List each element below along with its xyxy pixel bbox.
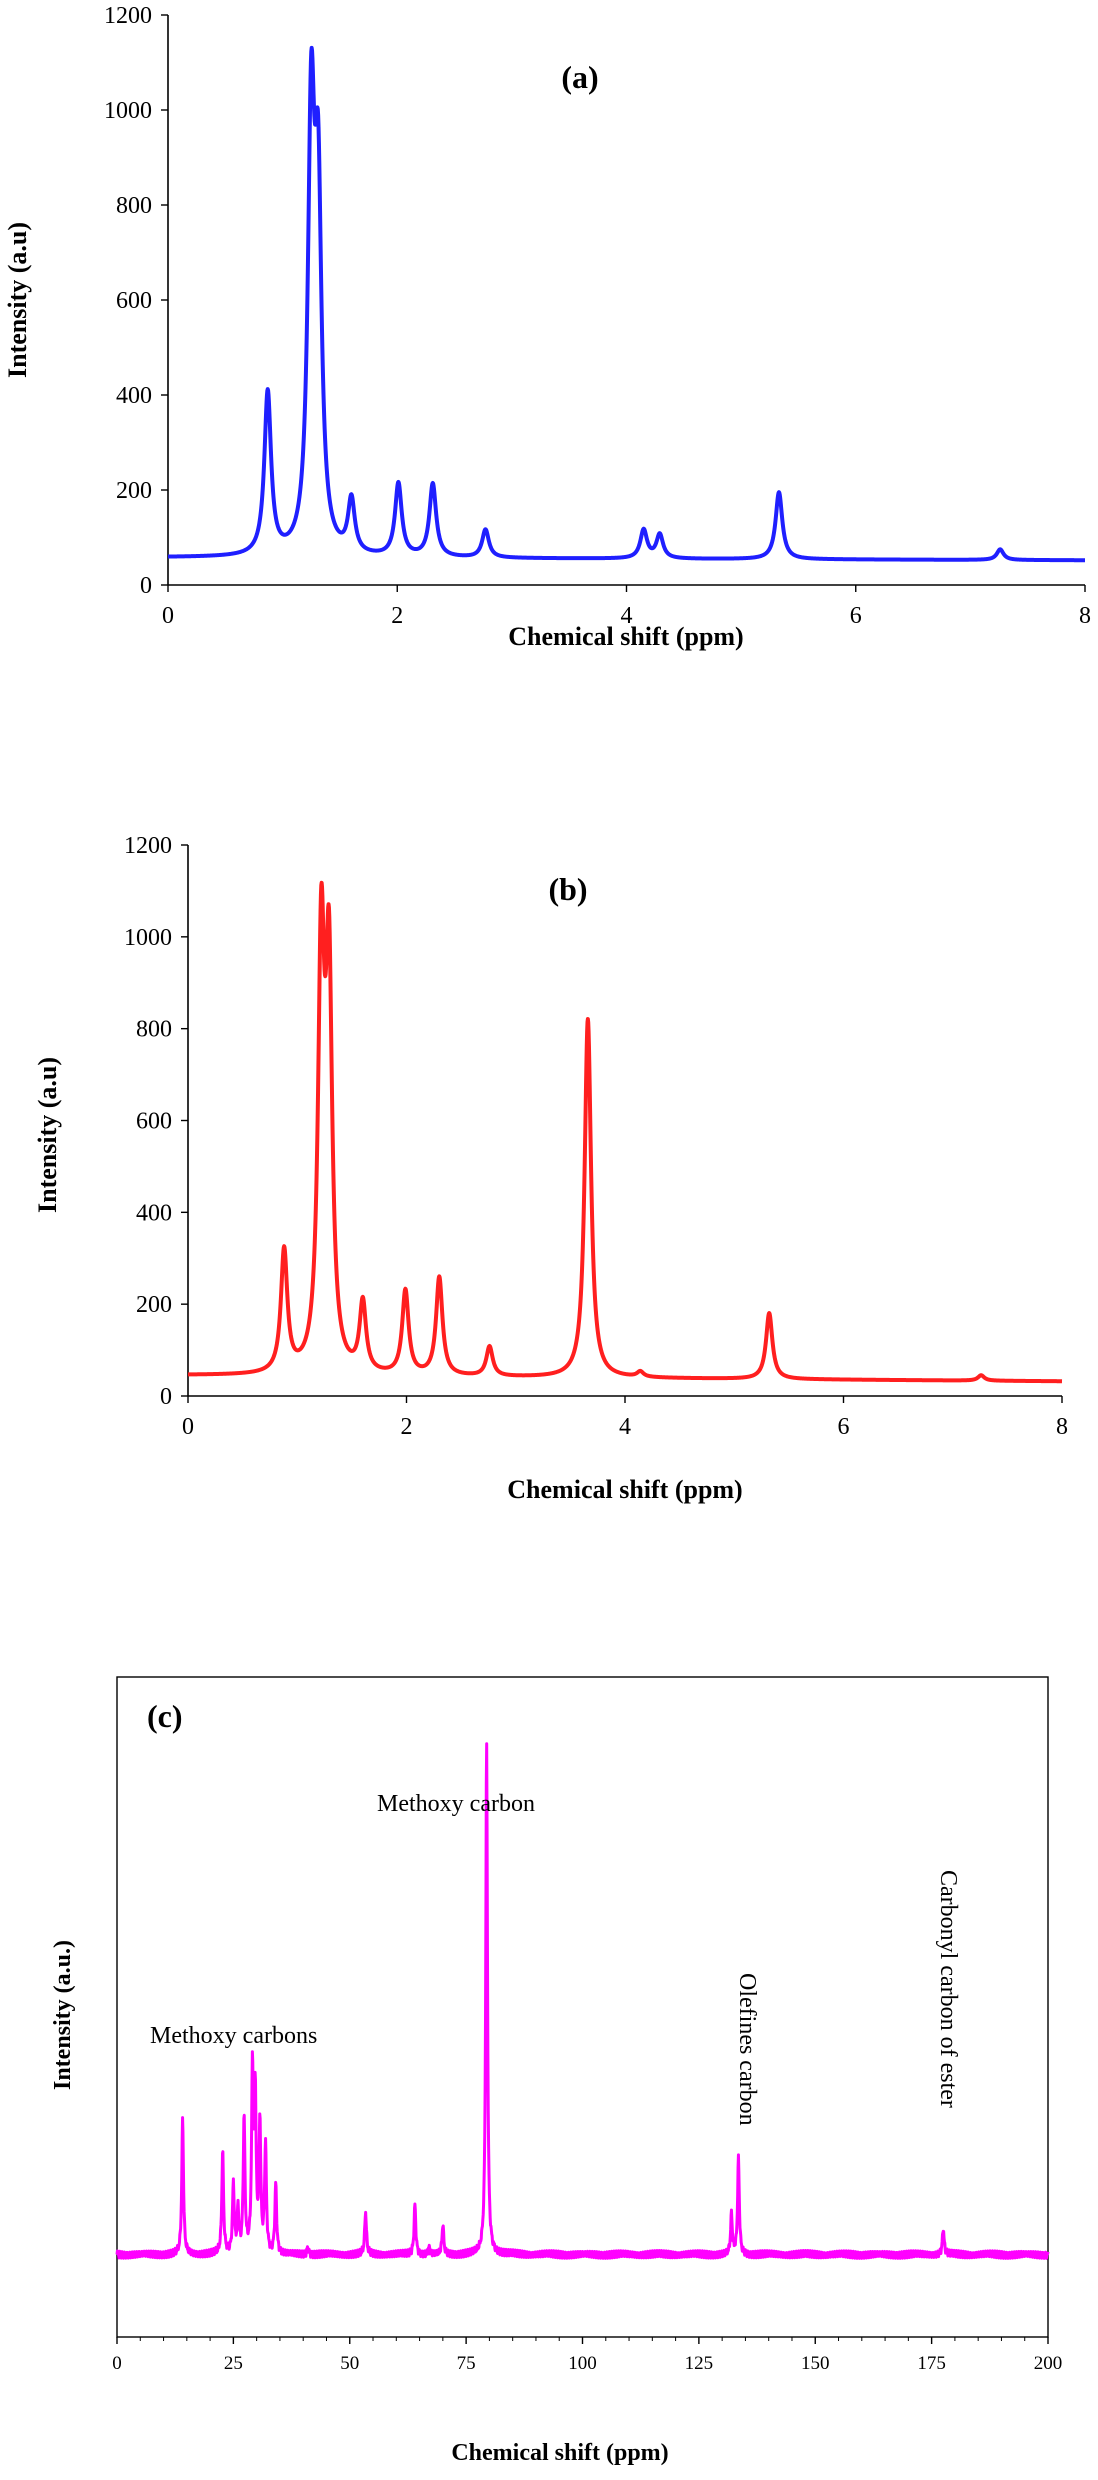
chart-c-y-label: Intensity (a.u.) xyxy=(50,1940,76,2090)
chart-a-y-label: Intensity (a.u) xyxy=(3,222,32,378)
x-tick-label: 6 xyxy=(838,1414,850,1440)
chart-c-annotation-methoxy-carbons: Methoxy carbons xyxy=(150,2023,317,2049)
x-tick-label: 4 xyxy=(621,603,633,629)
x-tick-label: 200 xyxy=(1034,2353,1063,2374)
x-tick-label: 0 xyxy=(162,603,174,629)
chart-c-annotation-carbonyl-carbon: Carbonyl carbon of ester xyxy=(935,1870,961,2108)
x-tick-label: 175 xyxy=(917,2353,946,2374)
x-tick-label: 150 xyxy=(801,2353,830,2374)
chart-a-title: (a) xyxy=(561,59,598,95)
x-tick-label: 100 xyxy=(568,2353,597,2374)
y-tick-label: 0 xyxy=(140,573,152,599)
y-tick-label: 600 xyxy=(116,288,152,314)
chart-c: 0 25 50 75 100 125 150 175 200 (c) Methoxy carbo… xyxy=(50,1676,1062,2466)
chart-c-annotation-methoxy-carbon: Methoxy carbon xyxy=(377,1791,535,1817)
chart-c-frame xyxy=(116,1676,1049,2338)
x-tick-label: 8 xyxy=(1079,603,1091,629)
x-tick-label: 125 xyxy=(685,2353,714,2374)
x-tick-label: 25 xyxy=(224,2353,243,2374)
chart-a-x-label: Chemical shift (ppm) xyxy=(508,622,743,651)
chart-c-x-ticks: 0 25 50 75 100 125 150 175 200 xyxy=(112,2337,1062,2374)
chart-a-spectrum-line xyxy=(166,45,1087,563)
chart-b-title: (b) xyxy=(548,871,587,907)
x-tick-label: 4 xyxy=(619,1414,631,1440)
chart-b-y-ticks: 0 200 400 600 800 1000 1200 xyxy=(124,833,188,1410)
y-tick-label: 1000 xyxy=(104,98,152,124)
chart-b: 0 200 400 600 800 1000 1200 0 2 4 6 8 (b) Chemical… xyxy=(33,833,1068,1504)
x-tick-label: 0 xyxy=(182,1414,194,1440)
x-tick-label: 8 xyxy=(1056,1414,1068,1440)
y-tick-label: 800 xyxy=(116,193,152,219)
chart-a-y-ticks: 0 200 400 600 800 1000 1200 xyxy=(104,3,168,599)
chart-b-x-ticks: 0 2 4 6 8 xyxy=(182,1396,1068,1440)
chart-c-spectrum-line xyxy=(115,1742,1050,2260)
y-tick-label: 200 xyxy=(116,478,152,504)
chart-b-x-label: Chemical shift (ppm) xyxy=(507,1475,742,1504)
x-tick-label: 0 xyxy=(112,2353,122,2374)
chart-b-spectrum-line xyxy=(186,880,1064,1384)
chart-a-x-ticks: 0 2 4 6 8 xyxy=(162,585,1091,629)
chart-c-x-label: Chemical shift (ppm) xyxy=(451,2440,668,2466)
y-tick-label: 1200 xyxy=(104,3,152,29)
x-tick-label: 50 xyxy=(340,2353,359,2374)
y-tick-label: 600 xyxy=(136,1109,172,1135)
x-tick-label: 2 xyxy=(401,1414,413,1440)
x-tick-label: 6 xyxy=(850,603,862,629)
chart-b-y-label: Intensity (a.u) xyxy=(33,1057,62,1213)
y-tick-label: 1200 xyxy=(124,833,172,859)
chart-a: 0 200 400 600 800 1000 1200 0 2 4 6 8 (a) Chemical… xyxy=(3,3,1091,651)
x-tick-label: 75 xyxy=(457,2353,476,2374)
x-tick-label: 2 xyxy=(391,603,403,629)
chart-c-title: (c) xyxy=(147,1698,183,1734)
y-tick-label: 1000 xyxy=(124,925,172,951)
y-tick-label: 400 xyxy=(116,383,152,409)
y-tick-label: 400 xyxy=(136,1200,172,1226)
y-tick-label: 800 xyxy=(136,1017,172,1043)
chart-c-annotation-olefines-carbon: Olefines carbon xyxy=(734,1973,760,2126)
y-tick-label: 0 xyxy=(160,1384,172,1410)
y-tick-label: 200 xyxy=(136,1292,172,1318)
